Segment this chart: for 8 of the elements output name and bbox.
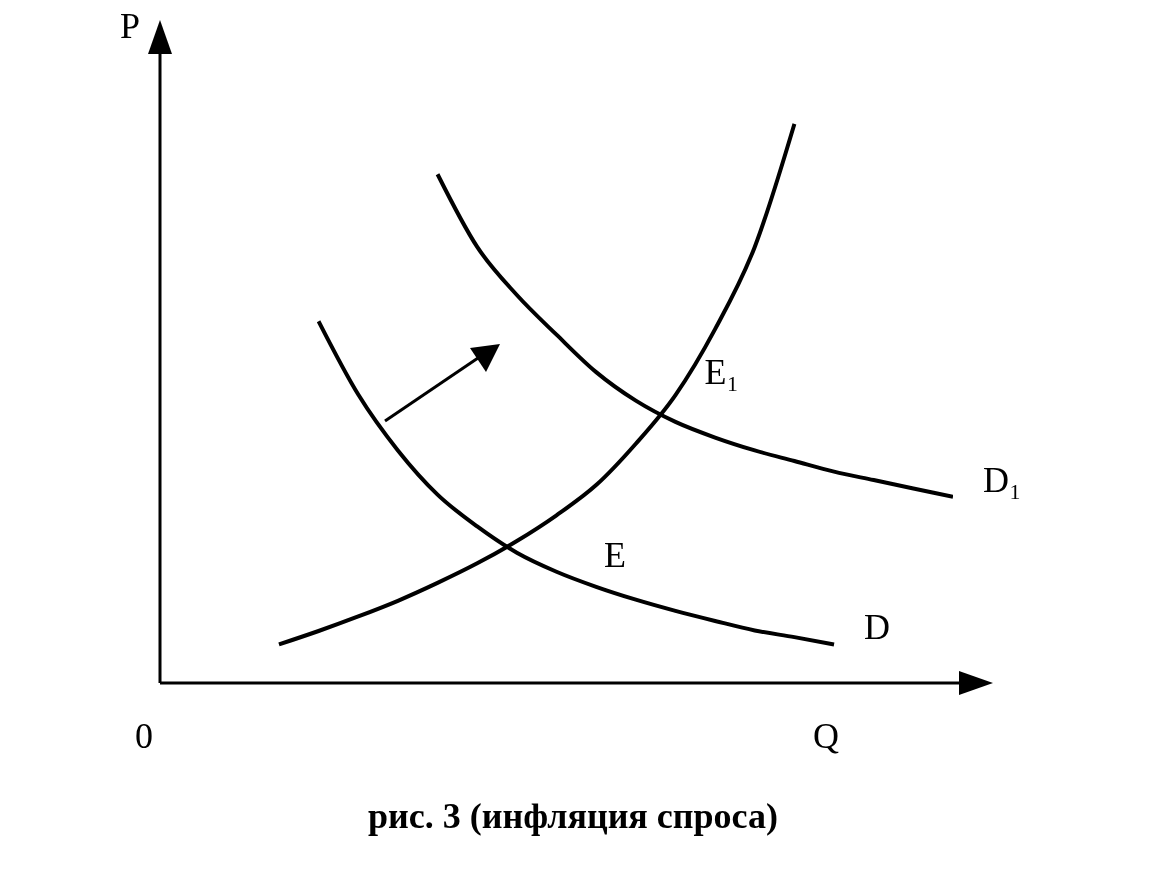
annotation: E₁ (704, 351, 740, 392)
x-axis-title: Q (813, 716, 839, 756)
series-label: D (864, 607, 891, 648)
series-label: D₁ (983, 459, 1022, 500)
y-axis-title: P (120, 6, 141, 46)
text: рис. 3 (инфляция спроса) (367, 796, 779, 836)
text: 0 (135, 716, 153, 756)
annotation: E (603, 534, 626, 575)
